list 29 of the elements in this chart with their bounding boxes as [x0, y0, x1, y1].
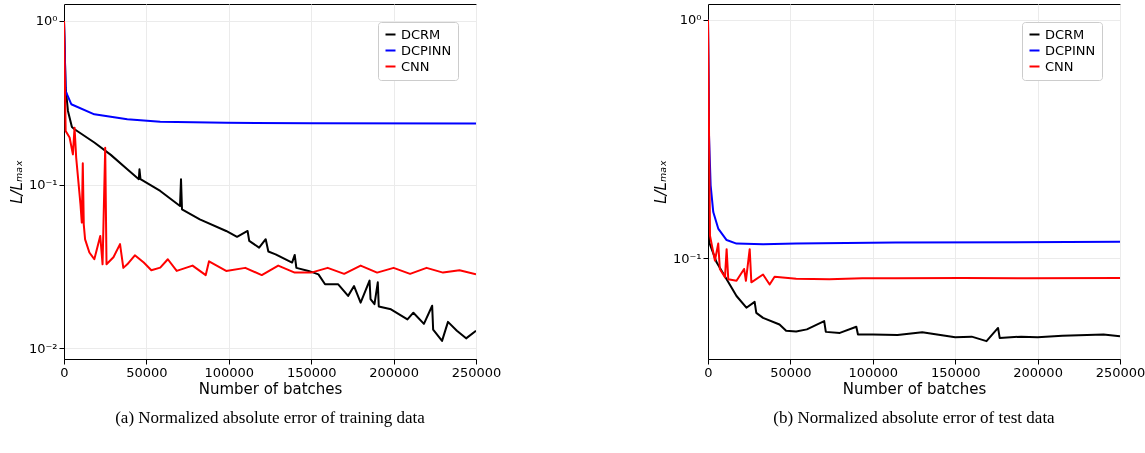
legend-label: DCRM — [1045, 26, 1085, 42]
x-tick-label: 50000 — [126, 364, 168, 380]
x-tick-label: 250000 — [1095, 364, 1145, 380]
y-tick-label: 10⁻¹ — [672, 250, 702, 266]
y-tick-label: 10⁰ — [679, 12, 702, 28]
y-tick-label: 10⁰ — [35, 13, 58, 29]
x-tick-label: 150000 — [286, 364, 337, 380]
legend-label: DCPINN — [1045, 42, 1096, 58]
x-axis-title: Number of batches — [842, 379, 987, 398]
y-axis-title: L/Lₘₐₓ — [651, 159, 670, 204]
text: (a) Normalized absolute error of training data — [115, 408, 426, 427]
x-tick-label: 50000 — [770, 364, 812, 380]
legend-label: DCRM — [401, 26, 441, 42]
x-axis-title: Number of batches — [198, 379, 343, 398]
legend-label: CNN — [401, 58, 430, 74]
x-tick-label: 200000 — [369, 364, 419, 380]
x-tick-label: 100000 — [848, 364, 899, 380]
legend-label: DCPINN — [401, 42, 452, 58]
y-tick-label: 10⁻² — [28, 340, 58, 356]
y-tick-label: 10⁻¹ — [28, 177, 58, 193]
x-tick-label: 100000 — [204, 364, 255, 380]
legend-label: CNN — [1045, 58, 1074, 74]
y-axis-title: L/Lₘₐₓ — [7, 159, 26, 204]
x-tick-label: 0 — [704, 364, 713, 380]
x-tick-label: 0 — [60, 364, 69, 380]
text: (b) Normalized absolute error of test data — [773, 408, 1056, 427]
x-tick-label: 250000 — [451, 364, 502, 380]
x-tick-label: 150000 — [930, 364, 981, 380]
x-tick-label: 200000 — [1013, 364, 1063, 380]
